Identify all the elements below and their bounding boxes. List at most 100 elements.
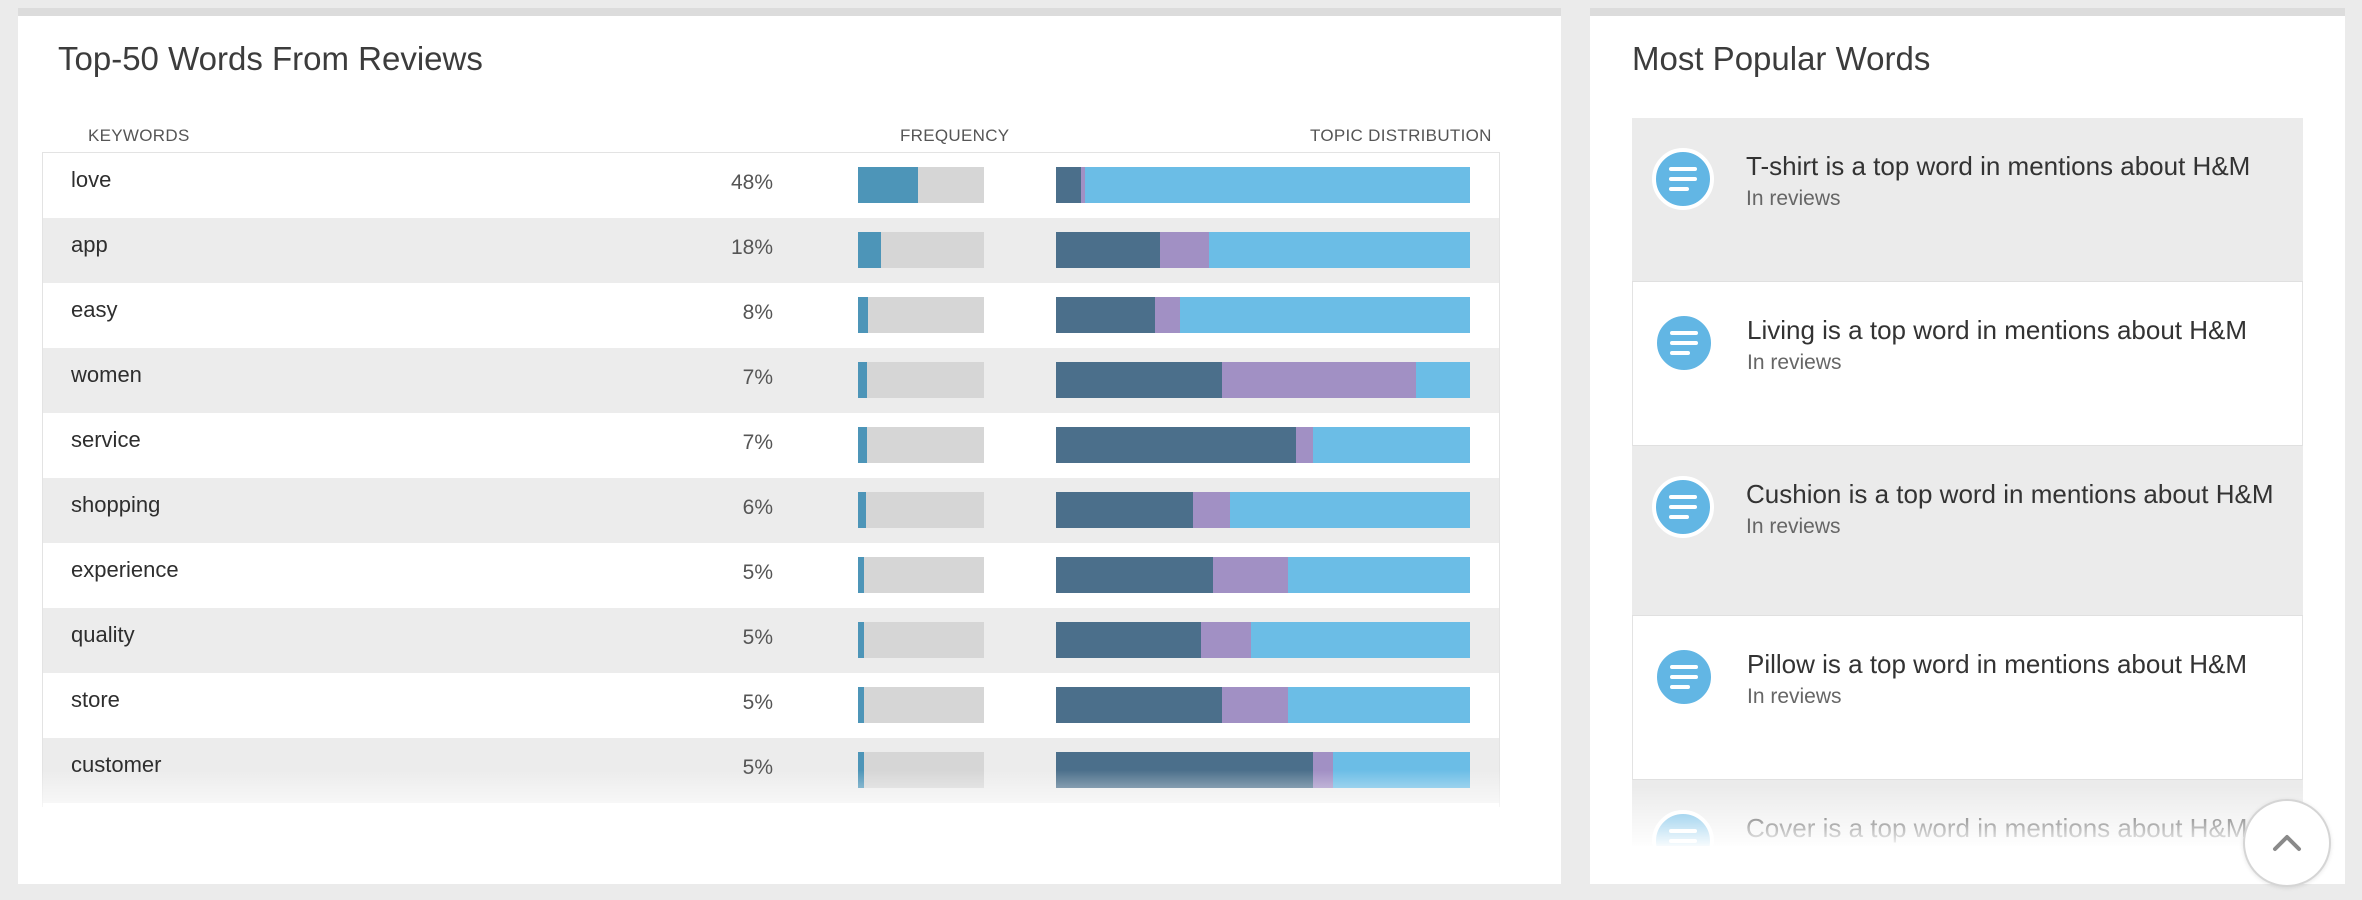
popular-word-title: Pillow is a top word in mentions about H… bbox=[1747, 649, 2248, 679]
popular-word-card[interactable]: Cover is a top word in mentions about H&… bbox=[1632, 780, 2303, 846]
keyword-label: shopping bbox=[71, 492, 161, 517]
keywords-table: love 48% app 18% easy 8% women 7% service 7% shopp… bbox=[42, 152, 1500, 807]
list-icon bbox=[1652, 148, 1714, 210]
popular-word-card[interactable]: Cushion is a top word in mentions about … bbox=[1632, 446, 2303, 616]
topic-distribution-bar[interactable] bbox=[1056, 362, 1470, 398]
table-row[interactable]: love 48% bbox=[43, 153, 1499, 218]
topic-distribution-bar[interactable] bbox=[1056, 557, 1470, 593]
topic-segment-2 bbox=[1221, 687, 1288, 723]
keyword-label: easy bbox=[71, 297, 118, 322]
topic-segment-1 bbox=[1056, 167, 1081, 203]
list-icon bbox=[1652, 476, 1714, 538]
frequency-percent: 18% bbox=[730, 236, 773, 259]
topic-distribution-bar[interactable] bbox=[1056, 687, 1470, 723]
popular-word-title: Living is a top word in mentions about H… bbox=[1747, 315, 2248, 345]
chevron-up-icon bbox=[2273, 835, 2301, 851]
frequency-bar-fill bbox=[858, 427, 867, 463]
popular-word-card[interactable]: Living is a top word in mentions about H… bbox=[1632, 282, 2303, 446]
frequency-bar bbox=[858, 687, 984, 723]
topic-distribution-bar[interactable] bbox=[1056, 167, 1470, 203]
topic-segment-3 bbox=[1416, 362, 1470, 398]
keyword-label: love bbox=[71, 167, 112, 192]
topic-distribution-bar[interactable] bbox=[1056, 492, 1470, 528]
topic-segment-2 bbox=[1221, 362, 1417, 398]
keyword-label: experience bbox=[71, 557, 179, 582]
list-icon bbox=[1653, 312, 1715, 374]
frequency-bar-fill bbox=[858, 232, 881, 268]
topic-segment-2 bbox=[1296, 427, 1313, 463]
table-row[interactable]: quality 5% bbox=[43, 608, 1499, 673]
popular-word-subtitle: In reviews bbox=[1747, 351, 1842, 374]
table-row[interactable]: app 18% bbox=[43, 218, 1499, 283]
table-row[interactable]: service 7% bbox=[43, 413, 1499, 478]
topic-segment-3 bbox=[1209, 232, 1470, 268]
list-icon bbox=[1653, 646, 1715, 708]
topic-distribution-bar[interactable] bbox=[1056, 297, 1470, 333]
frequency-bar-fill bbox=[858, 297, 869, 333]
table-row[interactable]: shopping 6% bbox=[43, 478, 1499, 543]
frequency-percent: 5% bbox=[742, 561, 773, 584]
topic-segment-1 bbox=[1056, 427, 1297, 463]
topic-segment-3 bbox=[1229, 492, 1470, 528]
frequency-percent: 5% bbox=[742, 626, 773, 649]
topic-segment-1 bbox=[1056, 622, 1201, 658]
topic-segment-3 bbox=[1180, 297, 1470, 333]
frequency-bar-fill bbox=[858, 492, 866, 528]
topic-distribution-bar[interactable] bbox=[1056, 427, 1470, 463]
frequency-bar-fill bbox=[858, 622, 865, 658]
frequency-bar bbox=[858, 167, 984, 203]
frequency-percent: 5% bbox=[742, 756, 773, 779]
topic-distribution-bar[interactable] bbox=[1056, 232, 1470, 268]
topic-segment-3 bbox=[1084, 167, 1470, 203]
popular-word-subtitle: In reviews bbox=[1746, 187, 1841, 210]
popular-word-card[interactable]: T-shirt is a top word in mentions about … bbox=[1632, 118, 2303, 282]
frequency-bar bbox=[858, 427, 984, 463]
frequency-percent: 48% bbox=[730, 171, 773, 194]
topic-segment-2 bbox=[1155, 297, 1181, 333]
popular-word-subtitle: In reviews bbox=[1746, 515, 1841, 538]
table-row[interactable]: easy 8% bbox=[43, 283, 1499, 348]
column-header-topic-distribution[interactable]: TOPIC DISTRIBUTION bbox=[1310, 126, 1492, 145]
column-header-frequency[interactable]: FREQUENCY bbox=[900, 126, 1010, 145]
topic-segment-1 bbox=[1056, 752, 1313, 788]
keyword-label: store bbox=[71, 687, 120, 712]
topic-segment-2 bbox=[1159, 232, 1210, 268]
frequency-percent: 5% bbox=[742, 691, 773, 714]
keyword-label: service bbox=[71, 427, 141, 452]
popular-word-title: Cover is a top word in mentions about H&… bbox=[1746, 813, 2248, 843]
topic-distribution-bar[interactable] bbox=[1056, 622, 1470, 658]
topic-segment-2 bbox=[1312, 752, 1334, 788]
frequency-percent: 8% bbox=[742, 301, 773, 324]
topic-segment-3 bbox=[1250, 622, 1470, 658]
popular-word-card[interactable]: Pillow is a top word in mentions about H… bbox=[1632, 616, 2303, 780]
table-row[interactable]: experience 5% bbox=[43, 543, 1499, 608]
topic-distribution-bar[interactable] bbox=[1056, 752, 1470, 788]
panel-title: Top-50 Words From Reviews bbox=[58, 40, 483, 77]
keyword-label: app bbox=[71, 232, 108, 257]
popular-word-title: Cushion is a top word in mentions about … bbox=[1746, 479, 2274, 509]
keyword-label: customer bbox=[71, 752, 162, 777]
panel-title: Most Popular Words bbox=[1632, 40, 1931, 77]
topic-segment-1 bbox=[1056, 557, 1214, 593]
topic-segment-3 bbox=[1287, 557, 1470, 593]
keyword-label: women bbox=[71, 362, 142, 387]
column-header-keywords[interactable]: KEYWORDS bbox=[88, 126, 190, 145]
frequency-bar-fill bbox=[858, 687, 865, 723]
topic-segment-3 bbox=[1312, 427, 1470, 463]
frequency-bar-fill bbox=[858, 557, 865, 593]
table-row[interactable]: women 7% bbox=[43, 348, 1499, 413]
frequency-bar bbox=[858, 232, 984, 268]
list-icon bbox=[1652, 810, 1714, 846]
topic-segment-1 bbox=[1056, 297, 1156, 333]
table-row[interactable]: customer 5% bbox=[43, 738, 1499, 803]
frequency-bar bbox=[858, 622, 984, 658]
topic-segment-2 bbox=[1080, 167, 1085, 203]
table-row[interactable]: store 5% bbox=[43, 673, 1499, 738]
frequency-percent: 6% bbox=[742, 496, 773, 519]
topic-segment-2 bbox=[1200, 622, 1251, 658]
topic-segment-1 bbox=[1056, 232, 1160, 268]
topic-segment-1 bbox=[1056, 362, 1222, 398]
scroll-to-top-button[interactable] bbox=[2243, 799, 2331, 887]
popular-words-list[interactable]: T-shirt is a top word in mentions about … bbox=[1632, 118, 2303, 846]
frequency-percent: 7% bbox=[742, 366, 773, 389]
